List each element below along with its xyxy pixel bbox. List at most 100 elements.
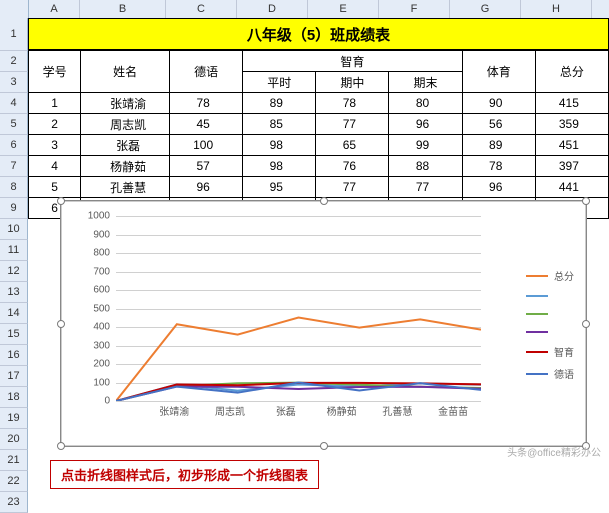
row-header-17[interactable]: 17 <box>0 366 28 387</box>
row-header-6[interactable]: 6 <box>0 135 28 156</box>
cell-id[interactable]: 3 <box>29 135 81 156</box>
cell-de[interactable]: 45 <box>170 114 243 135</box>
th-total[interactable]: 总分 <box>535 51 608 93</box>
table-row[interactable]: 3 张磊 100 98 65 99 89 451 <box>29 135 609 156</box>
legend-swatch <box>526 351 548 353</box>
cell-end[interactable]: 77 <box>389 177 462 198</box>
cell-name[interactable]: 张磊 <box>81 135 170 156</box>
table-row[interactable]: 1 张靖渝 78 89 78 80 90 415 <box>29 93 609 114</box>
table-row[interactable]: 2 周志凯 45 85 77 96 56 359 <box>29 114 609 135</box>
cell-de[interactable]: 78 <box>170 93 243 114</box>
resize-handle[interactable] <box>57 197 65 205</box>
series-line <box>116 383 481 401</box>
row-header-12[interactable]: 12 <box>0 261 28 282</box>
cell-ping[interactable]: 98 <box>243 135 316 156</box>
row-header-11[interactable]: 11 <box>0 240 28 261</box>
resize-handle[interactable] <box>57 320 65 328</box>
th-zhi[interactable]: 智育 <box>243 51 462 72</box>
legend-item: 总分 <box>526 268 574 283</box>
cell-ping[interactable]: 89 <box>243 93 316 114</box>
th-end[interactable]: 期末 <box>389 72 462 93</box>
cell-pe[interactable]: 78 <box>462 156 535 177</box>
resize-handle[interactable] <box>320 197 328 205</box>
cell-ping[interactable]: 85 <box>243 114 316 135</box>
x-tick-label: 金苗苗 <box>425 403 481 418</box>
cell-id[interactable]: 1 <box>29 93 81 114</box>
row-header-9[interactable]: 9 <box>0 198 28 219</box>
select-all-corner[interactable] <box>0 0 29 19</box>
row-header-18[interactable]: 18 <box>0 387 28 408</box>
th-de[interactable]: 德语 <box>170 51 243 93</box>
cell-total[interactable]: 451 <box>535 135 608 156</box>
cell-mid[interactable]: 76 <box>316 156 389 177</box>
row-header-7[interactable]: 7 <box>0 156 28 177</box>
cell-mid[interactable]: 77 <box>316 177 389 198</box>
cell-end[interactable]: 96 <box>389 114 462 135</box>
col-header-H[interactable]: H <box>521 0 592 18</box>
cell-pe[interactable]: 90 <box>462 93 535 114</box>
col-header-E[interactable]: E <box>308 0 379 18</box>
cell-name[interactable]: 周志凯 <box>81 114 170 135</box>
row-header-2[interactable]: 2 <box>0 51 28 72</box>
row-header-20[interactable]: 20 <box>0 429 28 450</box>
th-pe[interactable]: 体育 <box>462 51 535 93</box>
col-header-G[interactable]: G <box>450 0 521 18</box>
line-chart[interactable]: 01002003004005006007008009001000 张靖渝周志凯张… <box>60 200 587 447</box>
row-header-4[interactable]: 4 <box>0 93 28 114</box>
cell-name[interactable]: 杨静茹 <box>81 156 170 177</box>
col-header-C[interactable]: C <box>166 0 237 18</box>
cell-ping[interactable]: 98 <box>243 156 316 177</box>
table-row[interactable]: 4 杨静茹 57 98 76 88 78 397 <box>29 156 609 177</box>
cell-mid[interactable]: 78 <box>316 93 389 114</box>
cell-de[interactable]: 96 <box>170 177 243 198</box>
resize-handle[interactable] <box>582 320 590 328</box>
cell-total[interactable]: 441 <box>535 177 608 198</box>
row-header-21[interactable]: 21 <box>0 450 28 471</box>
cell-end[interactable]: 99 <box>389 135 462 156</box>
legend-swatch <box>526 373 548 375</box>
cell-de[interactable]: 100 <box>170 135 243 156</box>
resize-handle[interactable] <box>320 442 328 450</box>
col-header-F[interactable]: F <box>379 0 450 18</box>
row-header-8[interactable]: 8 <box>0 177 28 198</box>
cell-id[interactable]: 4 <box>29 156 81 177</box>
cell-end[interactable]: 80 <box>389 93 462 114</box>
cell-ping[interactable]: 95 <box>243 177 316 198</box>
cell-pe[interactable]: 96 <box>462 177 535 198</box>
cell-pe[interactable]: 89 <box>462 135 535 156</box>
col-header-A[interactable]: A <box>29 0 80 18</box>
th-name[interactable]: 姓名 <box>81 51 170 93</box>
cell-total[interactable]: 359 <box>535 114 608 135</box>
row-header-15[interactable]: 15 <box>0 324 28 345</box>
col-header-B[interactable]: B <box>80 0 166 18</box>
legend-item: 智育 <box>526 344 574 359</box>
row-header-22[interactable]: 22 <box>0 471 28 492</box>
cell-id[interactable]: 5 <box>29 177 81 198</box>
cell-total[interactable]: 397 <box>535 156 608 177</box>
resize-handle[interactable] <box>582 197 590 205</box>
row-header-1[interactable]: 1 <box>0 18 28 51</box>
cell-id[interactable]: 2 <box>29 114 81 135</box>
th-ping[interactable]: 平时 <box>243 72 316 93</box>
th-mid[interactable]: 期中 <box>316 72 389 93</box>
row-header-5[interactable]: 5 <box>0 114 28 135</box>
cell-mid[interactable]: 65 <box>316 135 389 156</box>
row-header-10[interactable]: 10 <box>0 219 28 240</box>
cell-mid[interactable]: 77 <box>316 114 389 135</box>
row-header-14[interactable]: 14 <box>0 303 28 324</box>
row-header-19[interactable]: 19 <box>0 408 28 429</box>
cell-de[interactable]: 57 <box>170 156 243 177</box>
resize-handle[interactable] <box>57 442 65 450</box>
row-header-3[interactable]: 3 <box>0 72 28 93</box>
th-id[interactable]: 学号 <box>29 51 81 93</box>
cell-end[interactable]: 88 <box>389 156 462 177</box>
cell-name[interactable]: 张靖渝 <box>81 93 170 114</box>
grades-table[interactable]: 学号 姓名 德语 智育 体育 总分 平时 期中 期末 1 张靖渝 78 89 7… <box>28 50 609 219</box>
cell-total[interactable]: 415 <box>535 93 608 114</box>
row-header-13[interactable]: 13 <box>0 282 28 303</box>
cell-name[interactable]: 孔善慧 <box>81 177 170 198</box>
row-header-16[interactable]: 16 <box>0 345 28 366</box>
cell-pe[interactable]: 56 <box>462 114 535 135</box>
table-row[interactable]: 5 孔善慧 96 95 77 77 96 441 <box>29 177 609 198</box>
col-header-D[interactable]: D <box>237 0 308 18</box>
